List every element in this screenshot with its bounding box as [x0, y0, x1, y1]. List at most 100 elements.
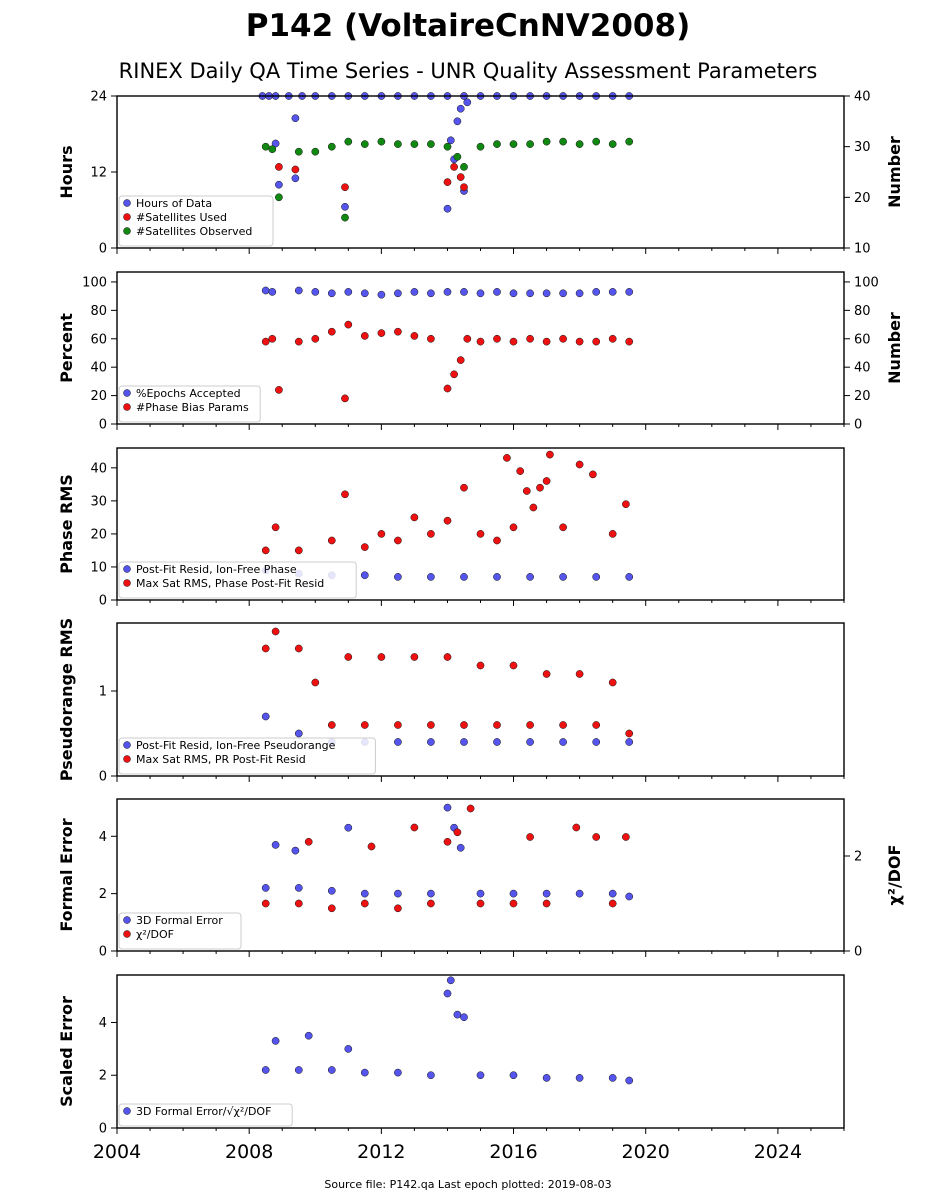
point-phase-1 [529, 503, 538, 512]
point-formal-1 [427, 899, 435, 908]
point-pseudorange-1 [592, 721, 601, 729]
legend-marker-percent [123, 389, 131, 397]
legend-label-formal: χ²/DOF [136, 928, 174, 941]
point-pseudorange-1 [360, 721, 369, 729]
legend-marker-percent [123, 403, 131, 411]
point-phase-1 [294, 546, 303, 555]
y-right-tick-label-hours: 10 [854, 242, 871, 257]
y-right-tick-label-percent: 20 [854, 389, 871, 404]
point-phase-1 [589, 470, 597, 479]
point-scaled-0 [453, 1010, 462, 1019]
point-pseudorange-1 [493, 721, 501, 729]
y-tick-label-percent: 100 [82, 275, 107, 290]
point-scaled-0 [261, 1066, 270, 1074]
point-percent-0 [443, 288, 452, 296]
y-tick-label-phase: 20 [90, 527, 107, 542]
point-hours-2 [559, 137, 567, 146]
point-scaled-0 [360, 1068, 369, 1077]
point-hours-0 [456, 104, 465, 113]
point-percent-1 [463, 334, 472, 343]
point-hours-0 [453, 117, 462, 126]
point-scaled-0 [460, 1013, 468, 1022]
point-percent-1 [450, 370, 458, 379]
legend-label-hours: #Satellites Observed [136, 225, 252, 238]
panel-pseudorange: 0 1 Pseudorange RMS Post-Fit Resid, Ion-Fre… [57, 618, 845, 785]
y-tick-label-phase: 0 [99, 594, 107, 609]
point-phase-1 [360, 543, 369, 551]
point-formal-1 [509, 899, 518, 908]
point-hours-2 [625, 137, 634, 146]
point-phase-0 [592, 573, 601, 581]
point-phase-1 [509, 523, 518, 532]
y-tick-label-percent: 80 [90, 304, 107, 319]
point-percent-0 [493, 288, 501, 296]
point-hours-2 [327, 142, 336, 151]
point-percent-1 [344, 320, 353, 329]
point-percent-0 [360, 289, 369, 298]
point-formal-0 [294, 884, 303, 892]
point-formal-1 [394, 904, 402, 913]
point-percent-0 [608, 288, 617, 296]
y-tick-label-formal: 0 [99, 945, 107, 960]
point-phase-1 [542, 477, 551, 485]
point-percent-1 [443, 384, 452, 393]
point-phase-1 [327, 536, 336, 545]
legend-label-pseudorange: Max Sat RMS, PR Post-Fit Resid [136, 753, 306, 766]
point-scaled-0 [344, 1045, 353, 1053]
point-scaled-0 [575, 1074, 584, 1082]
point-pseudorange-1 [311, 678, 320, 687]
legend-marker-scaled [123, 1107, 131, 1115]
point-formal-0 [360, 889, 369, 898]
y-label-percent: Percent [57, 313, 76, 383]
y-tick-label-hours: 24 [90, 90, 107, 105]
point-phase-1 [261, 546, 270, 555]
panel-percent: 0 20 40 60 80 100 0 20 40 60 80 100 Percent Number %Ep… [57, 271, 904, 433]
point-scaled-0 [443, 989, 452, 998]
point-formal-1 [261, 899, 270, 908]
point-hours-1 [291, 165, 300, 174]
point-percent-0 [476, 289, 485, 298]
legend-marker-hours [123, 227, 131, 235]
point-phase-0 [625, 573, 634, 581]
y-tick-label-pseudorange: 1 [99, 685, 107, 700]
point-percent-1 [559, 334, 567, 343]
legend-marker-phase [123, 579, 131, 587]
legend-marker-formal [123, 916, 131, 924]
point-phase-0 [360, 571, 369, 580]
legend-box-pseudorange [118, 737, 376, 775]
point-percent-1 [341, 394, 349, 403]
legend-marker-phase [123, 565, 131, 573]
figure-title: P142 (VoltaireCnNV2008) [246, 8, 691, 44]
point-pseudorange-0 [261, 712, 270, 721]
point-percent-0 [261, 286, 270, 295]
y-right-tick-label-hours: 30 [854, 140, 871, 155]
point-percent-1 [608, 334, 617, 343]
y-label-hours: Hours [57, 145, 76, 198]
point-percent-0 [327, 289, 336, 298]
point-phase-0 [460, 573, 468, 581]
point-percent-1 [294, 337, 303, 346]
point-hours-0 [463, 98, 472, 107]
point-formal-1 [304, 837, 313, 846]
point-pseudorange-1 [410, 653, 419, 661]
point-formal-0 [271, 841, 280, 849]
point-hours-2 [476, 142, 485, 151]
point-hours-2 [311, 147, 320, 156]
y-right-label-percent: Number [885, 312, 904, 384]
point-pseudorange-0 [294, 729, 303, 738]
panel-phase: 0 10 20 30 40 Phase RMS Post-Fit Resid, Ion-Fr… [57, 447, 845, 609]
legend-marker-hours [123, 199, 131, 207]
legend-marker-formal [123, 930, 131, 938]
x-tick-label: 2024 [754, 1141, 802, 1163]
legend-box-scaled [118, 1103, 293, 1127]
point-phase-1 [575, 460, 584, 469]
point-percent-1 [268, 334, 277, 343]
point-hours-2 [453, 152, 462, 161]
point-hours-2 [261, 142, 270, 151]
point-pseudorange-1 [271, 627, 280, 636]
point-scaled-0 [446, 976, 455, 985]
legend-marker-pseudorange [123, 741, 131, 749]
point-hours-2 [394, 140, 402, 148]
